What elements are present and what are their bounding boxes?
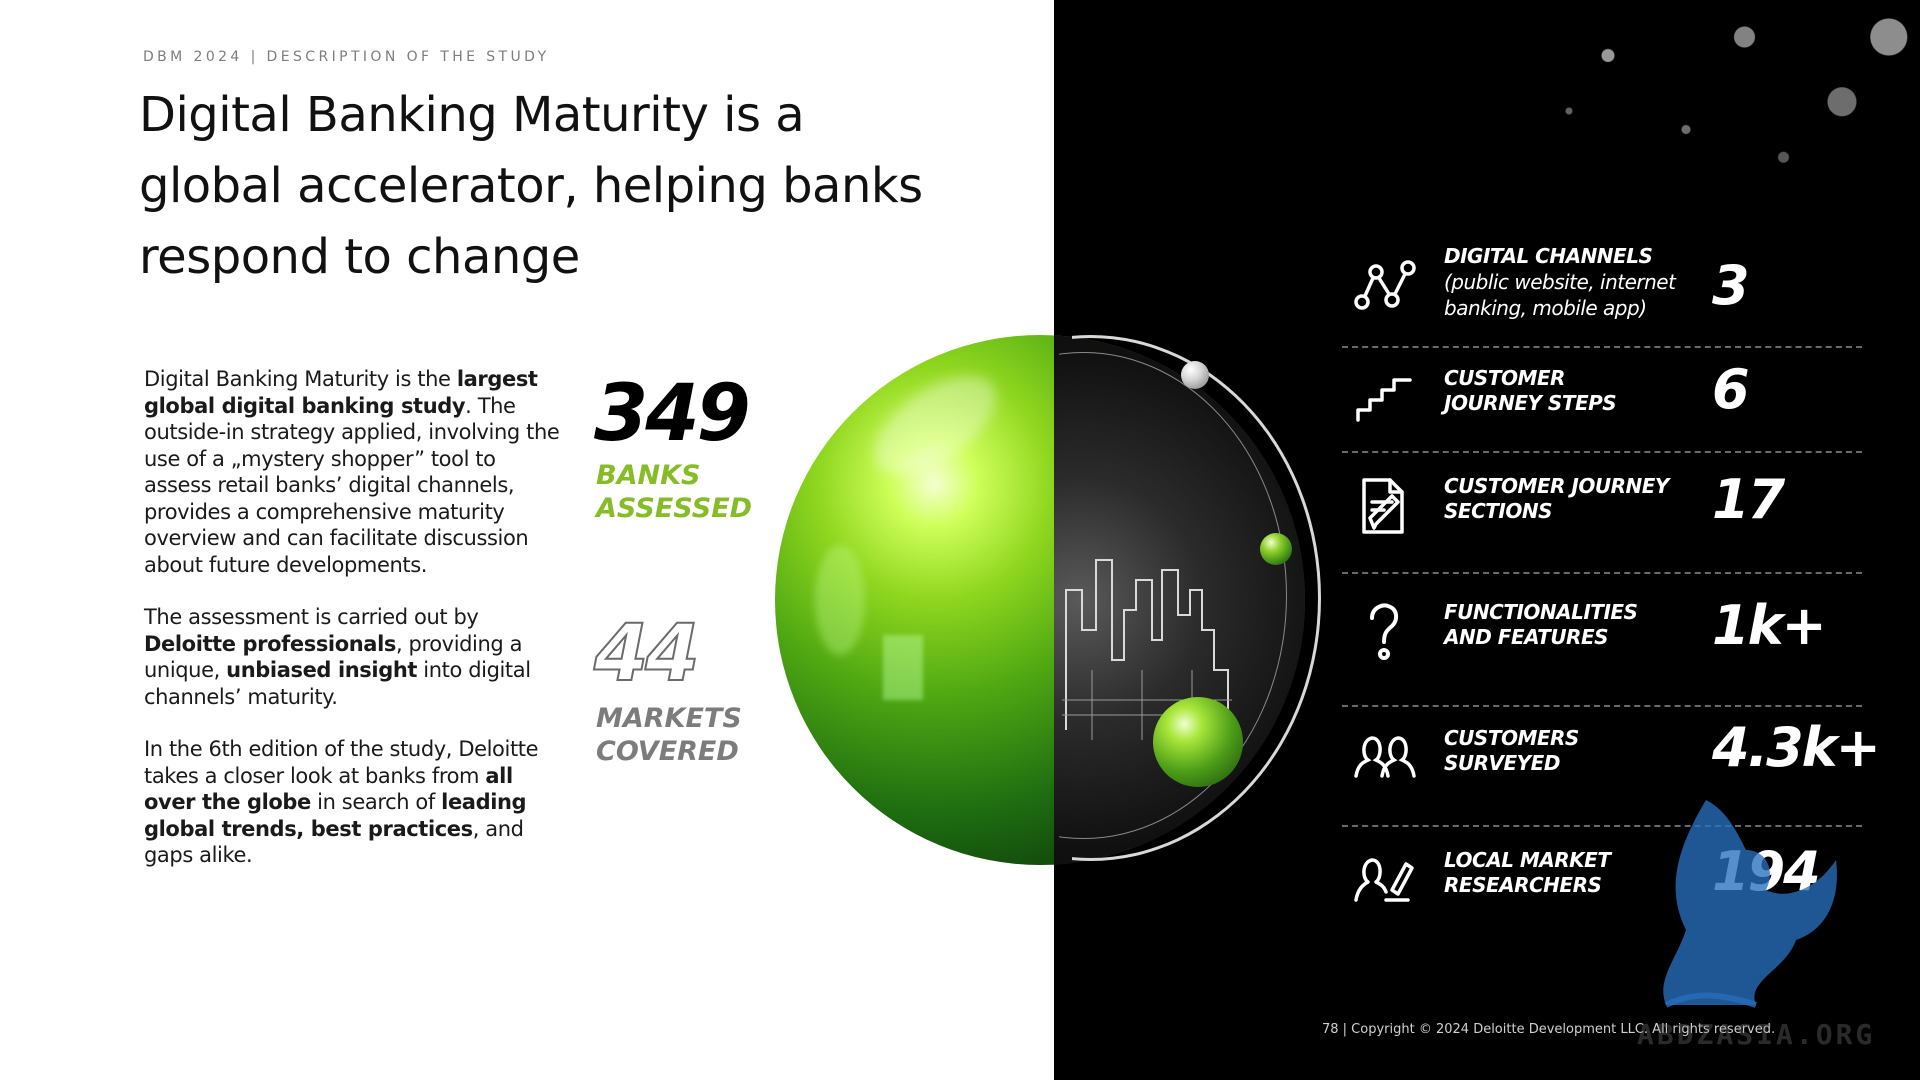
body-text: in search of — [310, 790, 442, 814]
researcher-icon — [1354, 858, 1414, 902]
metric-label-line2: AND FEATURES — [1444, 625, 1609, 649]
metric-value: 6 — [1712, 358, 1750, 421]
small-green-orb — [1260, 533, 1292, 565]
markets-label-line1: MARKETS — [596, 703, 742, 734]
globe-reflection — [815, 545, 865, 655]
emphasis-text: unbiased insight — [226, 658, 418, 682]
metric-sublabel-line2: banking, mobile app) — [1444, 296, 1647, 320]
markets-covered-value: 44 — [593, 609, 701, 699]
steps-icon — [1356, 378, 1412, 422]
metric-label-line1: CUSTOMER — [1444, 366, 1565, 390]
body-text: , providing a unique, — [144, 631, 523, 683]
metric-divider — [1342, 825, 1862, 827]
metric-label-line1: CUSTOMER JOURNEY — [1444, 474, 1669, 498]
eyebrow-label: DBM 2024 | DESCRIPTION OF THE STUDY — [143, 49, 550, 65]
body-text: Digital Banking Maturity is the — [144, 367, 457, 391]
question-mark-icon — [1370, 603, 1399, 660]
metric-label-line2: SURVEYED — [1444, 751, 1560, 775]
metric-label-line1: LOCAL MARKET — [1444, 848, 1611, 872]
markets-covered-label: MARKETS COVERED — [596, 702, 742, 768]
paragraph-study-scope: Digital Banking Maturity is the largest … — [144, 366, 564, 578]
banks-label-line2: ASSESSED — [596, 493, 753, 524]
metric-value: 1k+ — [1712, 594, 1827, 657]
metric-label: CUSTOMER JOURNEY STEPS — [1444, 366, 1617, 416]
body-text: . The outside-in strategy applied, invol… — [144, 393, 560, 577]
banks-assessed-value: 349 — [594, 369, 751, 459]
metric-label: DIGITAL CHANNELS (public website, intern… — [1444, 244, 1676, 321]
metric-value: 17 — [1712, 468, 1785, 531]
metric-value: 3 — [1712, 254, 1750, 317]
crystal-particles-decoration — [1530, 0, 1920, 185]
body-text: The assessment is carried out by — [144, 605, 479, 629]
site-watermark: ABDZASIA.ORG — [1637, 1018, 1876, 1051]
metric-label: LOCAL MARKET RESEARCHERS — [1444, 848, 1611, 898]
silver-orb — [1181, 361, 1209, 389]
people-icon — [1354, 736, 1416, 778]
metric-label: FUNCTIONALITIES AND FEATURES — [1444, 600, 1638, 650]
metric-label-line1: FUNCTIONALITIES — [1444, 600, 1638, 624]
globe-reflection-window — [883, 635, 923, 700]
body-text: into digital channels’ maturity. — [144, 658, 531, 709]
body-text: In the 6th edition of the study, Deloitt… — [144, 737, 539, 788]
copyright-footer: 78 | Copyright © 2024 Deloitte Developme… — [1322, 1022, 1776, 1037]
banks-assessed-label: BANKS ASSESSED — [596, 459, 752, 525]
paragraph-edition: In the 6th edition of the study, Deloitt… — [144, 736, 564, 869]
emphasis-text: Deloitte professionals — [144, 631, 396, 656]
metric-divider — [1342, 451, 1862, 453]
metric-label-line2: RESEARCHERS — [1444, 873, 1602, 897]
metric-sublabel-line1: (public website, internet — [1444, 270, 1676, 294]
metric-value: 4.3k+ — [1712, 716, 1881, 779]
banks-label-line1: BANKS — [596, 460, 701, 491]
metric-label-line1: CUSTOMERS — [1444, 726, 1579, 750]
paragraph-assessment: The assessment is carried out by Deloitt… — [144, 604, 564, 710]
large-green-orb — [1153, 697, 1243, 787]
emphasis-text: largest global digital banking study — [144, 367, 538, 418]
metric-label-line1: DIGITAL CHANNELS — [1444, 244, 1653, 268]
metric-label: CUSTOMER JOURNEY SECTIONS — [1444, 474, 1669, 524]
network-icon — [1354, 260, 1416, 310]
metric-label: CUSTOMERS SURVEYED — [1444, 726, 1579, 776]
metric-divider — [1342, 346, 1862, 348]
metric-label-line2: SECTIONS — [1444, 499, 1552, 523]
emphasis-text: all over the globe — [144, 763, 513, 815]
griffin-watermark-logo — [1663, 800, 1837, 1008]
document-edit-icon — [1362, 478, 1404, 534]
emphasis-text: leading global trends, best practices — [144, 790, 527, 841]
metric-divider — [1342, 705, 1862, 707]
metric-label-line2: JOURNEY STEPS — [1444, 391, 1617, 415]
page-title: Digital Banking Maturity is a global acc… — [139, 87, 923, 285]
metric-divider — [1342, 572, 1862, 574]
body-text: , and gaps alike. — [144, 816, 524, 868]
markets-label-line2: COVERED — [596, 736, 739, 767]
